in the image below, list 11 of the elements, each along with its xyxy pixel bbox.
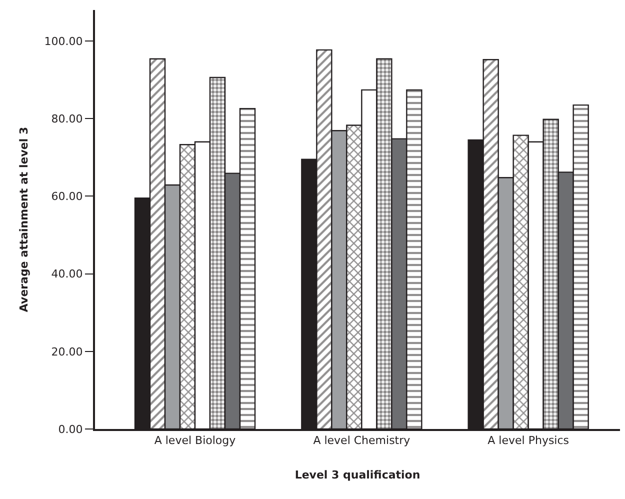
y-tick-label: 40.00 bbox=[51, 268, 83, 281]
y-tick-label: 0.00 bbox=[58, 422, 83, 436]
x-tick-label: A level Biology bbox=[154, 434, 236, 447]
y-axis-title: Average attainment at level 3 bbox=[17, 126, 30, 312]
x-tick-label: A level Physics bbox=[488, 434, 570, 447]
y-tick-label: 80.00 bbox=[51, 112, 83, 126]
x-tick-label: A level Chemistry bbox=[313, 434, 411, 447]
y-tick-label: 100.00 bbox=[44, 34, 83, 48]
y-tick-label: 20.00 bbox=[51, 345, 83, 358]
y-tick-label: 60.00 bbox=[51, 190, 83, 204]
x-axis-title: Level 3 qualification bbox=[294, 468, 420, 482]
